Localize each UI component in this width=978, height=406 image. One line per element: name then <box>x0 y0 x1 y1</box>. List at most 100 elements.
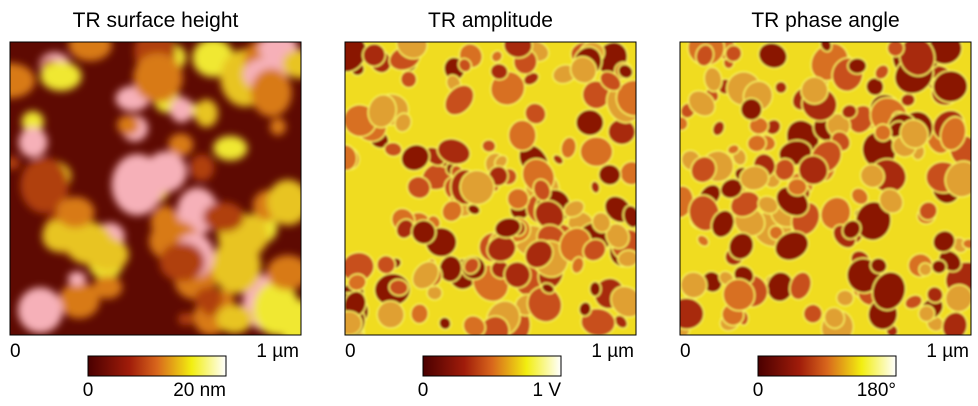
colorbar <box>87 355 227 377</box>
grain <box>463 256 481 275</box>
grain <box>917 304 936 323</box>
grain <box>597 163 622 187</box>
axis-end-label: 1 µm <box>591 341 634 362</box>
grain <box>918 262 933 277</box>
grain <box>899 118 929 149</box>
axis-end-label: 1 µm <box>256 341 299 362</box>
grain <box>695 43 715 68</box>
panel-title: TR phase angle <box>751 9 899 32</box>
grain <box>757 42 789 70</box>
grain <box>865 76 885 97</box>
grain <box>117 115 140 136</box>
grain <box>10 63 35 99</box>
grain <box>21 111 44 133</box>
grain <box>944 160 971 198</box>
grain <box>696 234 710 248</box>
grain <box>400 143 431 172</box>
grain <box>931 229 956 254</box>
colorbar-min: 0 <box>753 380 764 401</box>
grain <box>615 79 636 117</box>
grain <box>552 153 565 166</box>
grain <box>266 255 301 291</box>
grain <box>570 256 585 275</box>
grain <box>67 271 87 286</box>
grain <box>92 275 123 299</box>
grain <box>873 123 893 142</box>
grain <box>578 301 593 317</box>
grain <box>347 273 367 292</box>
grain <box>886 42 905 58</box>
grain <box>800 76 829 105</box>
grain <box>599 70 622 92</box>
grain <box>739 165 770 192</box>
grain <box>168 133 194 156</box>
grain <box>20 157 69 214</box>
grain <box>507 119 538 152</box>
grain <box>724 44 743 63</box>
grain <box>680 115 689 132</box>
grain <box>847 57 868 75</box>
grain <box>757 195 779 215</box>
grain <box>925 285 944 304</box>
grain <box>526 285 563 323</box>
grain <box>540 282 556 295</box>
grain <box>613 314 629 330</box>
colorbar-max: 20 nm <box>173 380 226 401</box>
grain <box>932 69 969 104</box>
grain <box>619 160 636 186</box>
grain <box>18 127 48 158</box>
grain <box>489 62 509 81</box>
grain <box>194 99 219 128</box>
grain <box>409 302 430 325</box>
grain <box>443 84 475 116</box>
grain <box>961 238 971 250</box>
grain <box>840 103 858 120</box>
afm-image <box>680 42 971 335</box>
grain <box>532 178 552 202</box>
grain <box>493 216 522 239</box>
grain <box>367 93 397 129</box>
grain <box>859 163 885 189</box>
grain <box>383 141 403 158</box>
grain <box>569 55 598 84</box>
grain <box>622 204 636 229</box>
grain <box>918 200 939 221</box>
grain <box>563 199 585 219</box>
grain <box>930 259 948 275</box>
grain <box>524 239 554 269</box>
grain <box>605 222 630 250</box>
grain <box>58 282 100 319</box>
grain <box>506 187 530 211</box>
grain <box>411 260 440 290</box>
panel-title: TR amplitude <box>428 9 553 32</box>
grain <box>490 49 504 63</box>
grain <box>941 311 969 335</box>
axis-start-label: 0 <box>345 341 356 362</box>
grain <box>40 61 82 91</box>
grain <box>503 260 532 289</box>
grain <box>194 287 223 312</box>
grain <box>170 97 193 123</box>
grain <box>145 151 187 193</box>
grain <box>10 156 20 170</box>
grain <box>835 289 855 307</box>
grain <box>786 177 808 197</box>
texture <box>345 42 636 335</box>
grain <box>481 138 497 154</box>
grain <box>841 219 862 240</box>
grain <box>802 303 824 325</box>
grain <box>774 230 810 262</box>
grain <box>589 180 601 195</box>
grain <box>939 116 967 152</box>
grain <box>617 249 636 268</box>
grain <box>486 234 517 263</box>
grain <box>253 281 300 335</box>
grain <box>282 49 301 79</box>
grain <box>687 89 716 118</box>
grain <box>588 280 602 298</box>
grain <box>362 42 387 68</box>
afm-image <box>345 42 636 335</box>
grain <box>680 297 705 331</box>
grain <box>854 200 892 242</box>
image-frame <box>344 41 637 336</box>
